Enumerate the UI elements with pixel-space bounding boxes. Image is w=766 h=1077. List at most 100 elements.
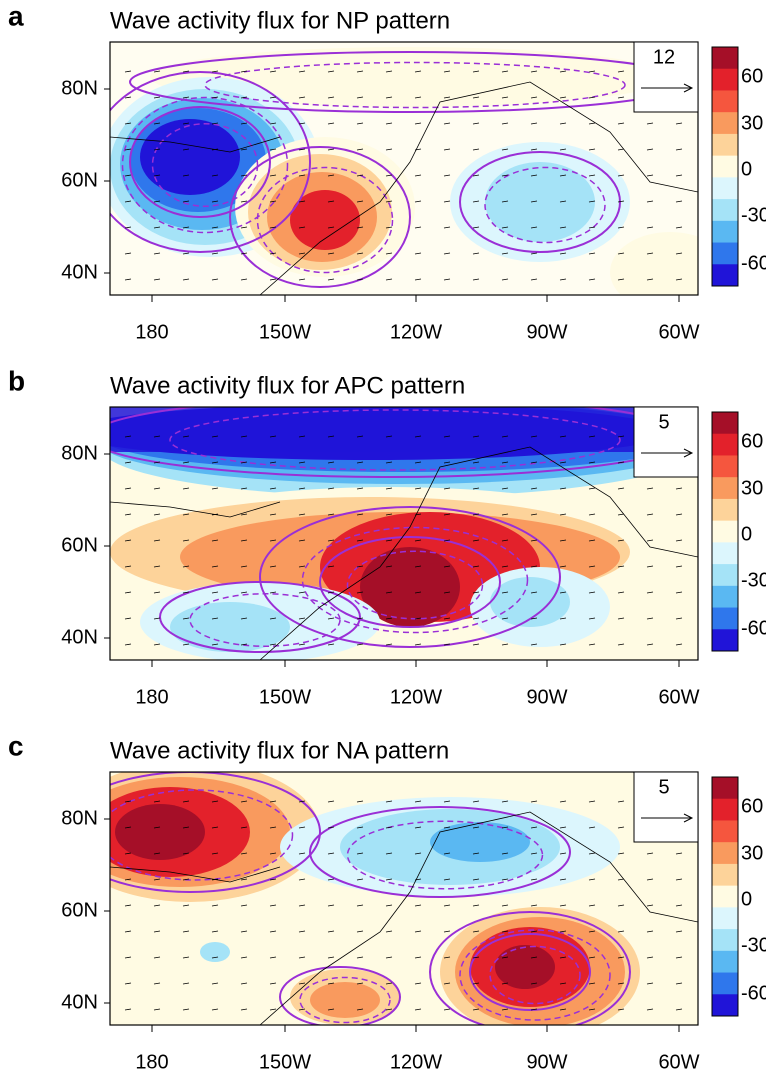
colorbar-segment bbox=[712, 520, 738, 543]
flux-arrow bbox=[385, 539, 393, 542]
flux-arrow bbox=[327, 226, 335, 229]
flux-arrow bbox=[298, 435, 306, 438]
flux-arrow bbox=[501, 435, 509, 438]
flux-arrow bbox=[240, 200, 248, 203]
flux-arrow bbox=[559, 800, 567, 803]
flux-arrow bbox=[443, 252, 451, 255]
flux-arrow bbox=[356, 278, 364, 281]
flux-arrow bbox=[501, 487, 509, 490]
lon-label: 60W bbox=[658, 686, 699, 708]
flux-arrow bbox=[559, 539, 567, 542]
flux-arrow bbox=[385, 252, 393, 255]
flux-arrow bbox=[269, 435, 277, 438]
flux-arrow bbox=[385, 461, 393, 464]
flux-arrow bbox=[298, 591, 306, 594]
flux-arrow bbox=[385, 956, 393, 959]
colorbar-label: -30 bbox=[741, 569, 766, 591]
flux-arrow bbox=[153, 461, 161, 464]
flux-arrow bbox=[501, 461, 509, 464]
flux-arrow bbox=[240, 226, 248, 229]
flux-arrow bbox=[617, 200, 625, 203]
lat-label: 80N bbox=[61, 77, 98, 99]
map bbox=[110, 407, 698, 660]
flux-arrow bbox=[124, 878, 132, 881]
flux-arrow bbox=[414, 96, 422, 99]
flux-arrow bbox=[182, 513, 190, 516]
flux-arrow bbox=[385, 591, 393, 594]
flux-arrow bbox=[211, 226, 219, 229]
flux-arrow bbox=[240, 174, 248, 177]
flux-arrow bbox=[153, 956, 161, 959]
flux-arrow bbox=[240, 852, 248, 855]
flux-arrow bbox=[530, 878, 538, 881]
flux-arrow bbox=[617, 904, 625, 907]
flux-arrow bbox=[153, 826, 161, 829]
flux-arrow bbox=[443, 826, 451, 829]
flux-arrow bbox=[211, 252, 219, 255]
contour bbox=[189, 593, 341, 647]
flux-arrow bbox=[153, 591, 161, 594]
flux-arrow bbox=[443, 122, 451, 125]
flux-arrow bbox=[472, 1008, 480, 1011]
flux-arrow bbox=[327, 435, 335, 438]
flux-arrow bbox=[124, 461, 132, 464]
contour bbox=[151, 123, 259, 207]
flux-arrow bbox=[298, 148, 306, 151]
flux-arrow bbox=[153, 565, 161, 568]
flux-arrow bbox=[298, 278, 306, 281]
colorbar-label: 30 bbox=[741, 842, 763, 864]
flux-arrow bbox=[211, 904, 219, 907]
flux-arrow bbox=[675, 643, 683, 646]
flux-arrow bbox=[501, 226, 509, 229]
flux-arrow bbox=[675, 513, 683, 516]
flux-arrow bbox=[588, 852, 596, 855]
flux-arrow bbox=[240, 513, 248, 516]
flux-arrow bbox=[675, 278, 683, 281]
flux-arrow bbox=[646, 878, 654, 881]
lon-label: 90W bbox=[526, 686, 567, 708]
flux-arrow bbox=[327, 852, 335, 855]
flux-arrow bbox=[559, 878, 567, 881]
contour bbox=[319, 536, 501, 628]
flux-arrow bbox=[240, 617, 248, 620]
flux-arrow bbox=[298, 956, 306, 959]
flux-arrow bbox=[617, 226, 625, 229]
contour bbox=[229, 146, 411, 288]
shading bbox=[495, 945, 555, 989]
flux-arrow bbox=[182, 539, 190, 542]
reference-value: 5 bbox=[658, 776, 669, 798]
flux-arrow bbox=[472, 461, 480, 464]
flux-arrow bbox=[269, 278, 277, 281]
flux-arrow bbox=[443, 1008, 451, 1011]
flux-arrow bbox=[501, 565, 509, 568]
flux-arrow bbox=[211, 435, 219, 438]
flux-arrow bbox=[414, 513, 422, 516]
flux-arrow bbox=[501, 252, 509, 255]
coastline bbox=[110, 866, 281, 883]
flux-arrow bbox=[385, 617, 393, 620]
flux-arrow bbox=[240, 148, 248, 151]
flux-arrow bbox=[559, 982, 567, 985]
flux-arrow bbox=[530, 70, 538, 73]
contour bbox=[469, 933, 591, 1011]
flux-arrow bbox=[530, 826, 538, 829]
colorbar-label: 60 bbox=[741, 430, 763, 452]
shading bbox=[200, 942, 230, 962]
flux-arrow bbox=[240, 252, 248, 255]
reference-value: 5 bbox=[658, 411, 669, 433]
flux-arrow bbox=[646, 200, 654, 203]
lon-label: 120W bbox=[390, 686, 442, 708]
flux-arrow bbox=[269, 617, 277, 620]
flux-arrow bbox=[153, 904, 161, 907]
map bbox=[110, 42, 698, 295]
flux-arrow bbox=[501, 617, 509, 620]
flux-arrow bbox=[356, 930, 364, 933]
flux-arrow bbox=[501, 800, 509, 803]
colorbar-segment bbox=[712, 68, 738, 91]
colorbar-segment bbox=[712, 885, 738, 908]
flux-arrow bbox=[385, 800, 393, 803]
panel-title: Wave activity flux for NA pattern bbox=[110, 737, 449, 764]
flux-arrow bbox=[124, 591, 132, 594]
flux-arrow bbox=[385, 930, 393, 933]
flux-arrow bbox=[240, 487, 248, 490]
